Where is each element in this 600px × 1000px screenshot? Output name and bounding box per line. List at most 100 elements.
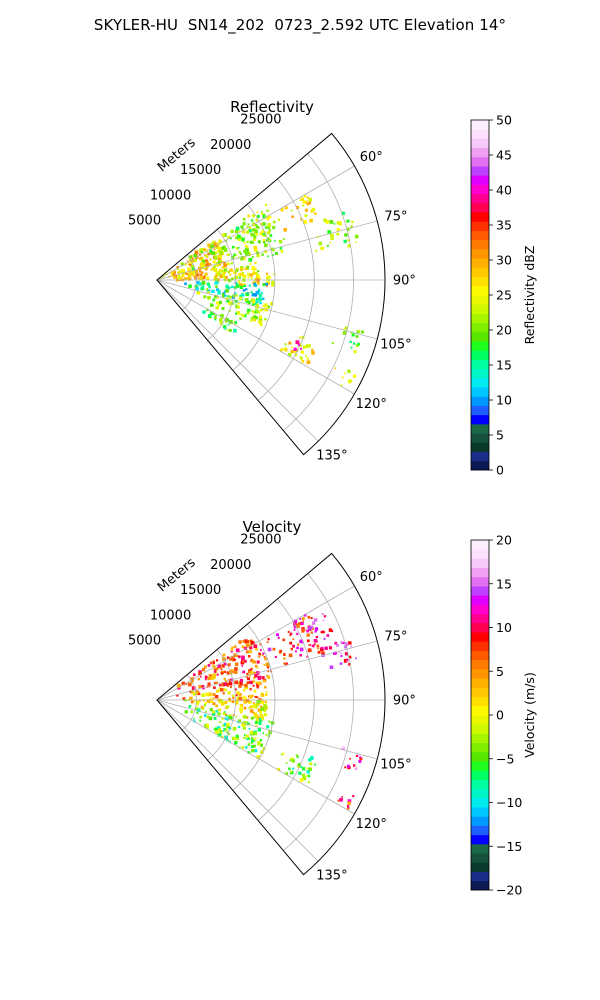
echo-gate <box>254 229 258 234</box>
echo-gate <box>199 675 202 678</box>
echo-gate <box>223 290 227 293</box>
echo-gate <box>308 758 312 762</box>
echo-gate <box>197 677 201 681</box>
echo-gate <box>256 281 260 285</box>
echo-gate <box>330 233 334 238</box>
echo-gate <box>259 301 262 305</box>
echo-gate <box>290 647 294 651</box>
colorbar-swatch <box>471 779 489 790</box>
echo-gate <box>292 644 295 648</box>
echo-gate <box>243 684 246 687</box>
echo-gate <box>252 228 256 232</box>
echo-gate <box>265 733 268 736</box>
echo-gate <box>235 226 240 231</box>
echo-gate <box>255 681 259 685</box>
echo-gate <box>249 300 252 302</box>
echo-gate <box>344 645 348 649</box>
colorbar-label: Reflectivity dBZ <box>522 246 537 345</box>
echo-gate <box>220 730 223 732</box>
echo-gate <box>295 650 297 652</box>
echo-gate <box>261 212 264 215</box>
echo-gate <box>218 728 222 732</box>
echo-gate <box>264 203 268 207</box>
echo-gate <box>242 695 246 699</box>
echo-gate <box>193 258 198 263</box>
echo-gate <box>310 756 314 760</box>
echo-gate <box>256 253 260 258</box>
colorbar-tick-label: 5 <box>496 664 504 679</box>
azimuth-tick-label: 60° <box>360 570 383 585</box>
echo-gate <box>194 276 197 280</box>
echo-gate <box>254 268 257 271</box>
echo-gate <box>277 767 281 771</box>
echo-gate <box>226 682 230 686</box>
azimuth-spoke <box>156 279 378 340</box>
echo-gate <box>182 697 186 701</box>
echo-gate <box>218 255 222 259</box>
echo-gate <box>302 345 307 349</box>
echo-gate <box>226 656 230 659</box>
colorbar-swatch <box>471 595 489 605</box>
radial-tick-label: 10000 <box>150 608 191 623</box>
echo-gate <box>172 273 175 276</box>
colorbar-swatch <box>471 613 489 624</box>
echo-gate <box>218 290 221 293</box>
azimuth-spoke <box>156 699 355 815</box>
colorbar-swatch <box>471 622 489 633</box>
echo-gate <box>252 238 256 241</box>
echo-gate <box>307 774 311 778</box>
echo-gate <box>265 272 269 275</box>
echo-gate <box>292 767 295 770</box>
colorbar-swatch <box>471 715 489 725</box>
echo-gate <box>260 705 263 709</box>
colorbar-swatch <box>471 258 489 268</box>
echo-gate <box>264 243 268 248</box>
echo-gate <box>261 292 263 294</box>
echo-gate <box>306 357 310 360</box>
echo-gate <box>264 685 267 689</box>
echo-gate <box>238 640 242 644</box>
echo-gate <box>188 284 192 288</box>
colorbar-tick-label: 20 <box>496 323 512 338</box>
echo-gate <box>263 709 267 713</box>
echo-gate <box>260 701 264 705</box>
echo-gate <box>207 682 211 686</box>
echo-gate <box>250 316 254 320</box>
echo-gate <box>161 274 165 278</box>
echo-gate <box>194 707 198 711</box>
colorbar-swatch <box>471 377 489 388</box>
echo-gate <box>310 209 314 213</box>
echo-gate <box>283 657 286 660</box>
echo-gate <box>200 271 204 275</box>
echo-gate <box>267 670 270 673</box>
echo-gate <box>253 671 256 674</box>
echo-gate <box>343 658 348 663</box>
echo-gate <box>241 723 246 727</box>
echo-gate <box>302 776 307 781</box>
echo-gate <box>236 654 239 657</box>
echo-gate <box>320 647 324 652</box>
echo-gate <box>205 710 207 713</box>
echo-gate <box>212 673 216 677</box>
echo-gate <box>223 263 228 268</box>
echo-gate <box>187 682 192 687</box>
echo-gate <box>261 253 264 256</box>
echo-gate <box>267 647 272 652</box>
echo-gate <box>194 250 199 255</box>
echo-gate <box>334 641 338 645</box>
echo-gate <box>261 654 264 656</box>
echo-gate <box>199 273 203 277</box>
echo-gate <box>198 282 202 286</box>
echo-gate <box>310 631 313 634</box>
echo-gate <box>253 301 258 306</box>
echo-gate <box>306 767 309 770</box>
echo-gate <box>222 325 227 329</box>
echo-gate <box>309 625 314 629</box>
echo-gate <box>217 249 220 253</box>
colorbar-swatch <box>471 825 489 836</box>
echo-gate <box>298 336 301 339</box>
echo-gate <box>317 650 321 654</box>
echo-gate <box>300 350 305 354</box>
echo-gate <box>257 292 260 296</box>
echo-gate <box>207 243 211 248</box>
